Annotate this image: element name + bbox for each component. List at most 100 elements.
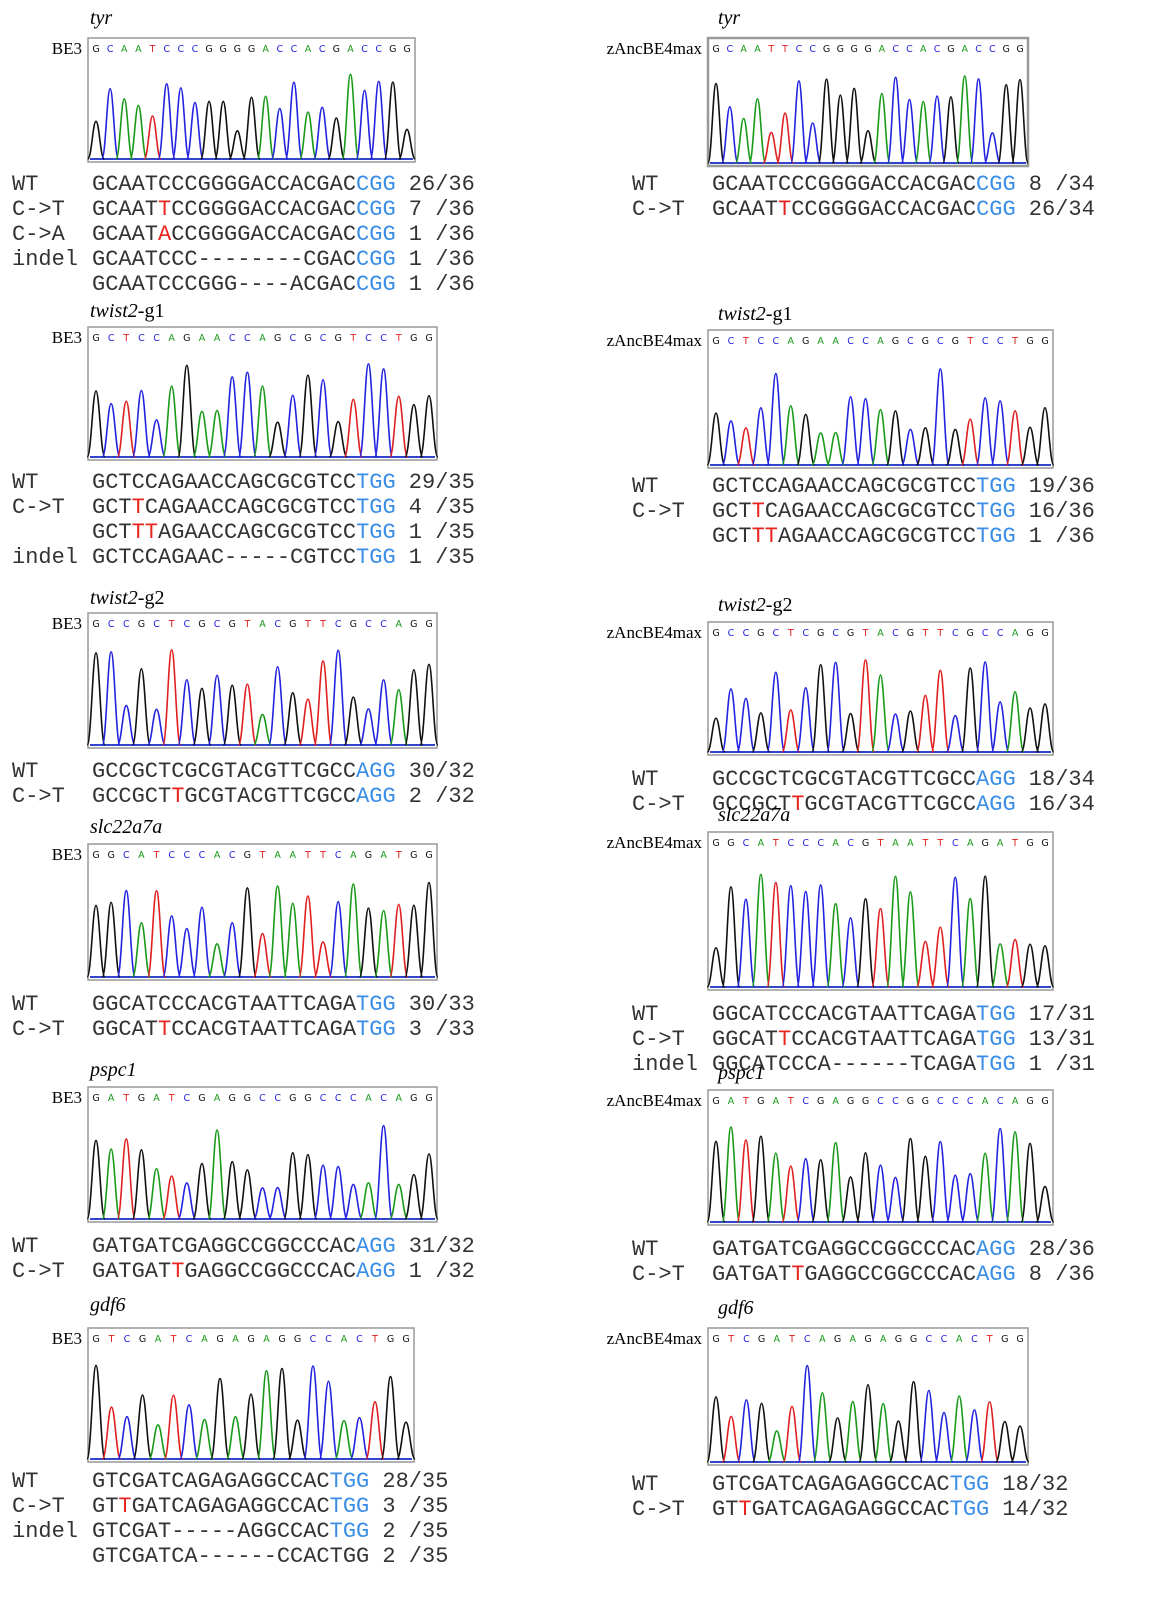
trace-base: G (229, 619, 236, 630)
trace-base: T (319, 850, 326, 861)
sequence-segment: AGG (976, 1262, 1016, 1287)
gene-title: pspc1 (88, 1059, 137, 1081)
trace-base: G (712, 336, 719, 347)
trace-base: T (921, 838, 928, 849)
trace-base: C (375, 44, 382, 55)
trace-base: G (850, 44, 857, 55)
chromatogram-frame (708, 330, 1053, 468)
sequence-segment: AGG (976, 792, 1016, 817)
allele-label: C->T (632, 1497, 685, 1522)
trace-base: C (743, 1334, 750, 1345)
trace-base: C (804, 1334, 811, 1345)
trace-base: A (347, 44, 354, 55)
allele-row: C->TGCTTCAGAACCAGCGCGTCCTGG16/36 (632, 499, 1095, 524)
trace-base: G (289, 1093, 296, 1104)
gene-name: pspc1 (716, 1062, 765, 1084)
trace-base: G (92, 44, 99, 55)
sequence-segment: A (158, 222, 172, 247)
trace-base: A (395, 619, 402, 630)
trace-base: T (921, 628, 928, 639)
trace-base: T (108, 1334, 115, 1345)
sequence-segment: TGG (330, 1519, 370, 1544)
trace-base: G (278, 1334, 285, 1345)
trace-base: G (389, 44, 396, 55)
trace-base: C (772, 336, 779, 347)
sequence-segment: T (791, 792, 804, 817)
gene-name: twist2 (718, 594, 766, 616)
allele-row: GTCGATCA------CCACTGG2 /35 (92, 1544, 448, 1569)
trace-base: A (155, 1334, 162, 1345)
panel: slc22a7aBE3GGCATCCCACGTAATTCAGATGGWTGGCA… (12, 816, 475, 1042)
read-count: 28/36 (1029, 1237, 1095, 1262)
sequence-segment: GCAATCCC--------CGAC (92, 247, 356, 272)
trace-base: G (712, 1334, 719, 1345)
read-count: 1 /36 (409, 272, 475, 297)
trace-base: A (263, 1334, 270, 1345)
trace-base: G (922, 336, 929, 347)
trace-base: C (361, 44, 368, 55)
sequence-segment: CAGAACCAGCGCGTCC (145, 495, 356, 520)
trace-base: C (772, 628, 779, 639)
read-count: 28/35 (382, 1469, 448, 1494)
trace-base: T (168, 1093, 175, 1104)
enzyme-label: BE3 (52, 39, 82, 58)
trace-base: G (1026, 838, 1033, 849)
sequence-segment: AGG (356, 784, 396, 809)
read-count: 1 /36 (1029, 524, 1095, 549)
trace-base: G (92, 333, 99, 344)
gene-name: slc22a7a (90, 816, 162, 838)
read-count: 30/33 (409, 992, 475, 1017)
read-count: 8 /34 (1029, 172, 1095, 197)
allele-label: WT (632, 1472, 658, 1497)
sequence-segment: CGG (976, 172, 1016, 197)
trace-base: A (997, 838, 1004, 849)
trace-base: G (864, 44, 871, 55)
allele-label: C->T (632, 197, 685, 222)
trace-base: A (1012, 628, 1019, 639)
gene-title: pspc1 (716, 1062, 765, 1084)
trace-base: C (274, 1093, 281, 1104)
trace-base: C (758, 336, 765, 347)
allele-label: C->T (632, 792, 685, 817)
trace-base: A (138, 850, 145, 861)
sequence-segment: GATCAGAGAGGCCAC (752, 1497, 950, 1522)
sequence-segment: T (778, 197, 791, 222)
trace-base: T (349, 333, 356, 344)
trace-base: G (823, 44, 830, 55)
trace-base: G (1001, 1334, 1008, 1345)
read-count: 13/31 (1029, 1027, 1095, 1052)
sequence-segment: TGG (356, 495, 396, 520)
sequence-segment: TGG (330, 1494, 370, 1519)
trace-base: G (1041, 838, 1048, 849)
gene-name: tyr (90, 7, 112, 29)
allele-row: WTGCAATCCCGGGGACCACGACCGG8 /34 (632, 172, 1095, 197)
trace-base: G (216, 1334, 223, 1345)
trace-base: G (274, 333, 281, 344)
trace-base: T (787, 1096, 794, 1107)
trace-base: T (371, 1334, 378, 1345)
panel: twist2-g1BE3GCTCCAGAACCAGCGCGTCCTGGWTGCT… (12, 300, 475, 570)
trace-base: A (274, 850, 281, 861)
sequence-segment: GCTCCAGAAC-----CGTCC (92, 545, 356, 570)
trace-base: C (802, 838, 809, 849)
trace-base: T (877, 838, 884, 849)
trace-base: G (757, 628, 764, 639)
sequence-segment: GATGATCGAGGCCGGCCCAC (712, 1237, 976, 1262)
read-count: 8 /36 (1029, 1262, 1095, 1287)
read-count: 19/36 (1029, 474, 1095, 499)
enzyme-label: zAncBE4max (607, 623, 703, 642)
sequence-segment: TGG (976, 524, 1016, 549)
trace-base: G (1016, 1334, 1023, 1345)
gene-name: gdf6 (90, 1294, 126, 1316)
guide-suffix: -g1 (766, 303, 793, 325)
allele-label: WT (632, 767, 658, 792)
allele-row: WTGCTCCAGAACCAGCGCGTCCTGG29/35 (12, 470, 475, 495)
allele-row: WTGGCATCCCACGTAATTCAGATGG30/33 (12, 992, 475, 1017)
trace-base: C (952, 1096, 959, 1107)
trace-base: G (92, 1093, 99, 1104)
read-count: 17/31 (1029, 1002, 1095, 1027)
allele-label: indel (632, 1052, 698, 1077)
trace-base: G (365, 850, 372, 861)
